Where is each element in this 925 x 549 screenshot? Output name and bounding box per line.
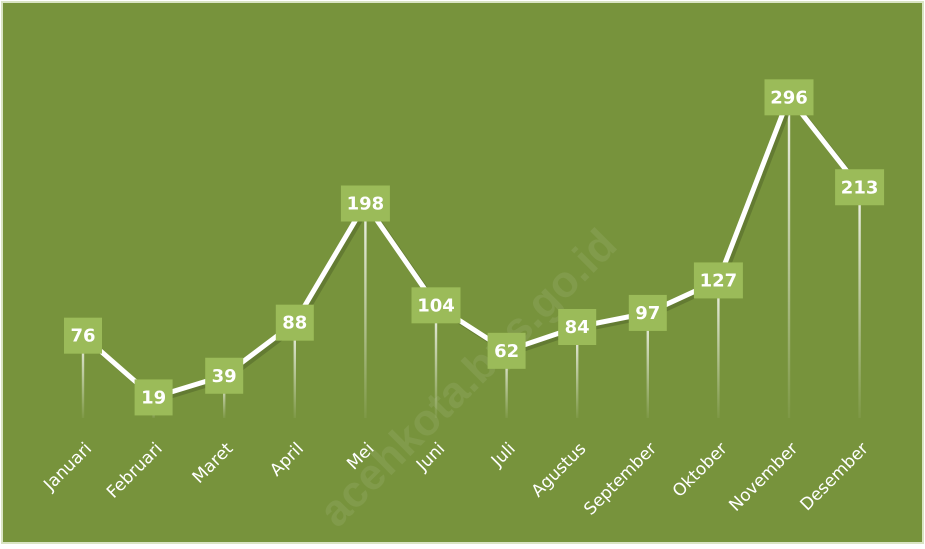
data-label-box <box>411 287 461 324</box>
drop-line <box>717 280 720 418</box>
data-label-box <box>764 79 814 116</box>
data-label-box <box>275 304 314 341</box>
data-label-box <box>205 357 244 394</box>
data-label: 62 <box>494 341 519 362</box>
data-label-box <box>835 169 885 206</box>
drop-line <box>81 335 85 418</box>
data-label: 76 <box>70 326 95 347</box>
data-label: 104 <box>417 295 455 316</box>
drop-line <box>576 327 579 418</box>
data-label: 19 <box>141 387 166 408</box>
data-label-box <box>628 294 667 331</box>
drop-line <box>646 312 649 418</box>
data-label: 88 <box>282 313 307 334</box>
data-label-box <box>340 185 390 222</box>
data-label: 84 <box>565 317 590 338</box>
drop-line <box>364 203 367 418</box>
drop-line <box>293 322 296 418</box>
drop-line <box>223 375 226 418</box>
data-label-box <box>64 317 102 354</box>
data-label: 296 <box>770 87 808 108</box>
data-label: 97 <box>635 303 660 324</box>
data-label-box <box>487 332 526 369</box>
data-label-box <box>558 309 597 345</box>
drop-line <box>858 187 861 418</box>
data-label: 127 <box>700 270 738 291</box>
drop-line <box>787 97 791 418</box>
data-label: 39 <box>212 366 237 387</box>
data-label-box <box>693 262 743 299</box>
drop-line <box>505 350 508 418</box>
data-label: 213 <box>841 177 879 198</box>
drop-line <box>434 305 438 418</box>
data-label: 198 <box>347 194 385 215</box>
data-label-box <box>134 379 173 416</box>
